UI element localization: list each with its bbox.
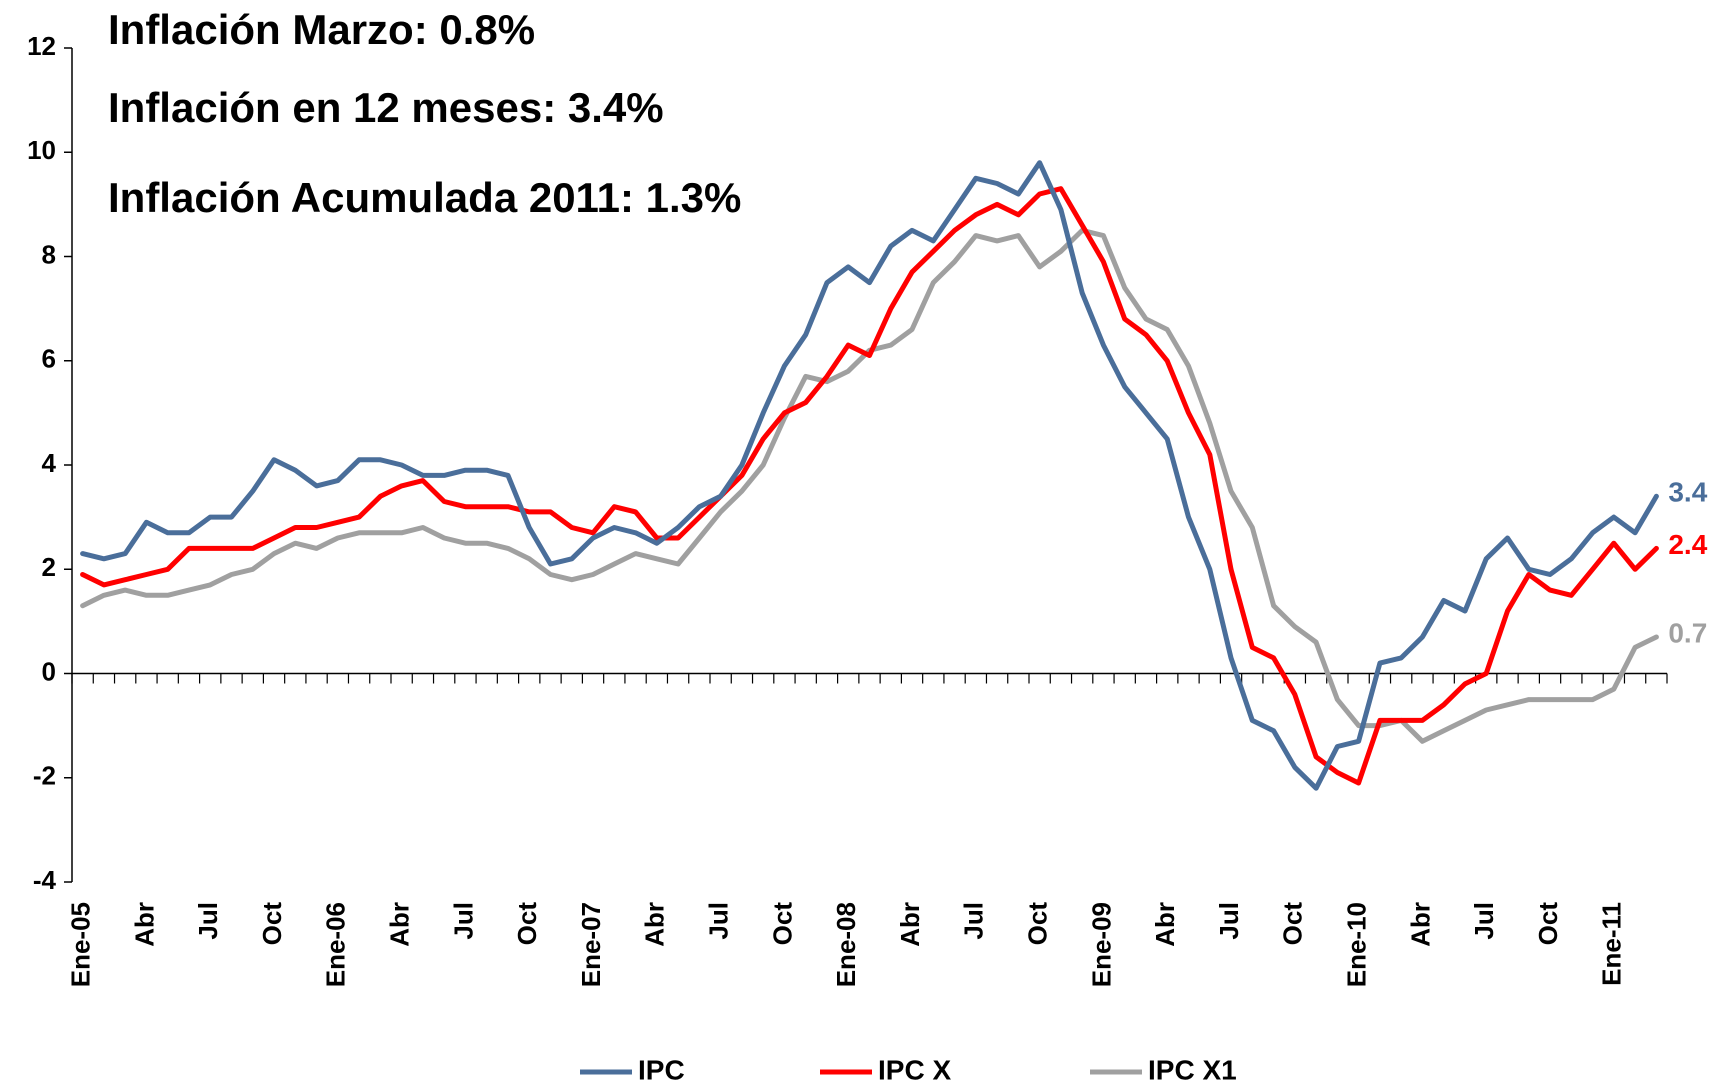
annotation: Inflación Marzo: 0.8% [108, 6, 535, 53]
y-tick-label: 8 [42, 239, 56, 269]
x-tick-label: Ene-09 [1086, 902, 1116, 987]
x-tick-label: Abr [129, 902, 159, 947]
x-tick-label: Oct [512, 902, 542, 946]
x-tick-label: Abr [385, 902, 415, 947]
legend-label: IPC [638, 1054, 685, 1085]
line-series [80, 160, 1659, 791]
end-label: 3.4 [1668, 477, 1707, 508]
x-tick-label: Jul [959, 902, 989, 940]
y-tick-label: 12 [27, 31, 56, 61]
x-tick-label: Oct [1023, 902, 1053, 946]
x-tick-label: Oct [767, 902, 797, 946]
x-tick-label: Jul [448, 902, 478, 940]
x-tick-label: Abr [895, 902, 925, 947]
x-tick-label: Jul [1469, 902, 1499, 940]
legend-label: IPC X1 [1148, 1054, 1237, 1085]
legend-item: IPC X [820, 1054, 951, 1085]
y-tick-label: 0 [42, 656, 56, 686]
x-tick-label: Ene-05 [66, 902, 96, 987]
x-tick-label: Ene-11 [1597, 902, 1627, 986]
x-tick-label: Abr [1150, 902, 1180, 947]
y-tick-label: 10 [27, 135, 56, 165]
x-tick-label: Abr [1405, 902, 1435, 947]
annotation: Inflación en 12 meses: 3.4% [108, 84, 664, 131]
x-tick-label: Oct [257, 902, 287, 946]
y-tick-label: 6 [42, 344, 56, 374]
x-tick-label: Oct [1533, 902, 1563, 946]
end-label: 2.4 [1668, 529, 1707, 560]
y-tick-label: -2 [33, 761, 56, 791]
x-tick-label: Jul [193, 902, 223, 940]
end-label: 0.7 [1668, 617, 1707, 648]
x-tick-label: Abr [640, 902, 670, 947]
y-tick-label: 2 [42, 552, 56, 582]
x-tick-label: Ene-10 [1342, 902, 1372, 987]
x-tick-label: Jul [1214, 902, 1244, 940]
y-tick-label: 4 [42, 448, 57, 478]
annotation: Inflación Acumulada 2011: 1.3% [108, 174, 741, 221]
x-tick-label: Ene-06 [321, 902, 351, 987]
y-tick-label: -4 [33, 865, 57, 895]
legend-label: IPC X [878, 1054, 951, 1085]
legend-item: IPC [580, 1054, 685, 1085]
x-tick-label: Oct [1278, 902, 1308, 946]
x-tick-label: Jul [704, 902, 734, 940]
line-series [80, 186, 1659, 786]
legend-item: IPC X1 [1090, 1054, 1237, 1085]
x-tick-label: Ene-07 [576, 902, 606, 987]
x-tick-label: Ene-08 [831, 902, 861, 987]
